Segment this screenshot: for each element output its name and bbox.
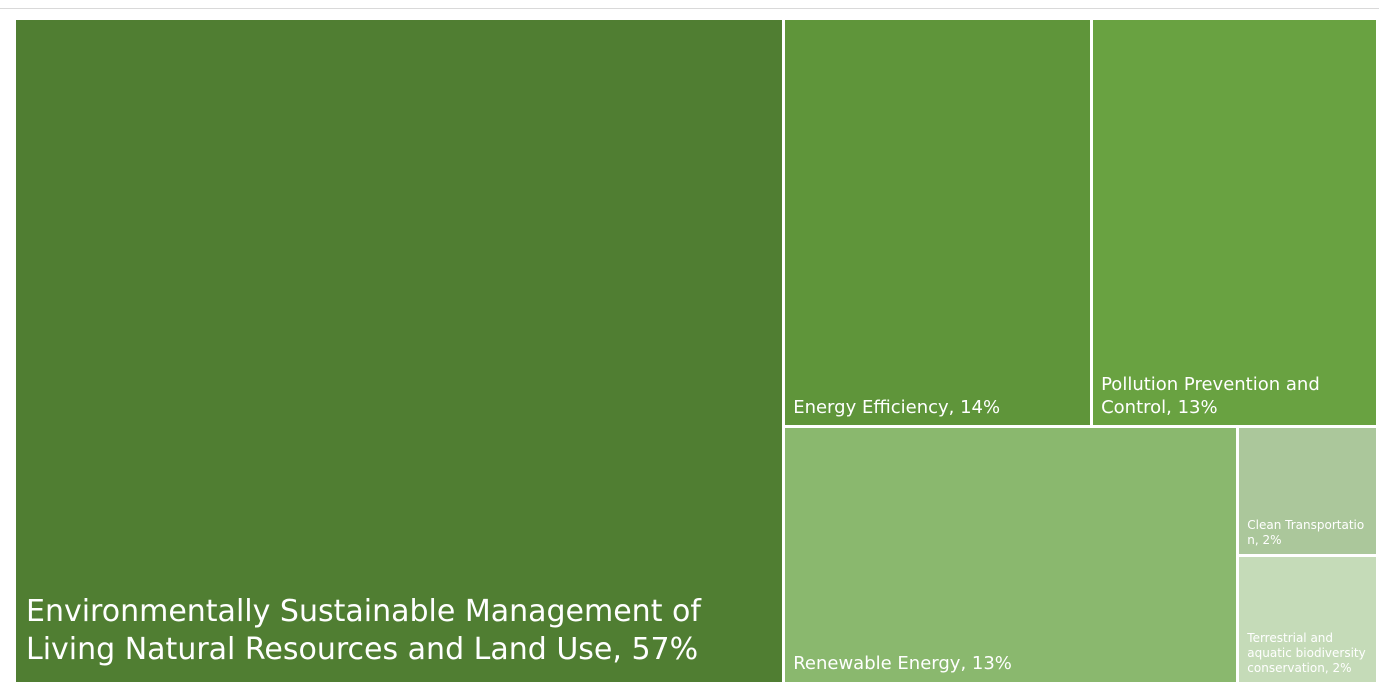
data-label: Energy Efficiency, 14% xyxy=(793,396,1001,418)
treemap-cell: Environmentally Sustainable Management o… xyxy=(16,20,786,685)
treemap: Environmentally Sustainable Management o… xyxy=(16,20,1379,685)
treemap-cell: Energy Efficiency, 14% xyxy=(785,20,1094,429)
treemap-cell: Clean Transportatio n, 2% xyxy=(1239,428,1379,557)
data-label: Clean Transportatio n, 2% xyxy=(1247,517,1365,547)
data-label: Renewable Energy, 13% xyxy=(793,653,1012,675)
treemap-cell: Renewable Energy, 13% xyxy=(785,428,1240,685)
data-label: Environmentally Sustainable Management o… xyxy=(26,594,701,667)
chart-frame xyxy=(0,8,1379,686)
data-label: Terrestrial and aquatic biodiversity con… xyxy=(1247,630,1366,675)
treemap-cell: Terrestrial and aquatic biodiversity con… xyxy=(1239,556,1379,685)
treemap-cell: Pollution Prevention and Control, 13% xyxy=(1093,20,1379,429)
data-label: Pollution Prevention and Control, 13% xyxy=(1101,374,1320,418)
